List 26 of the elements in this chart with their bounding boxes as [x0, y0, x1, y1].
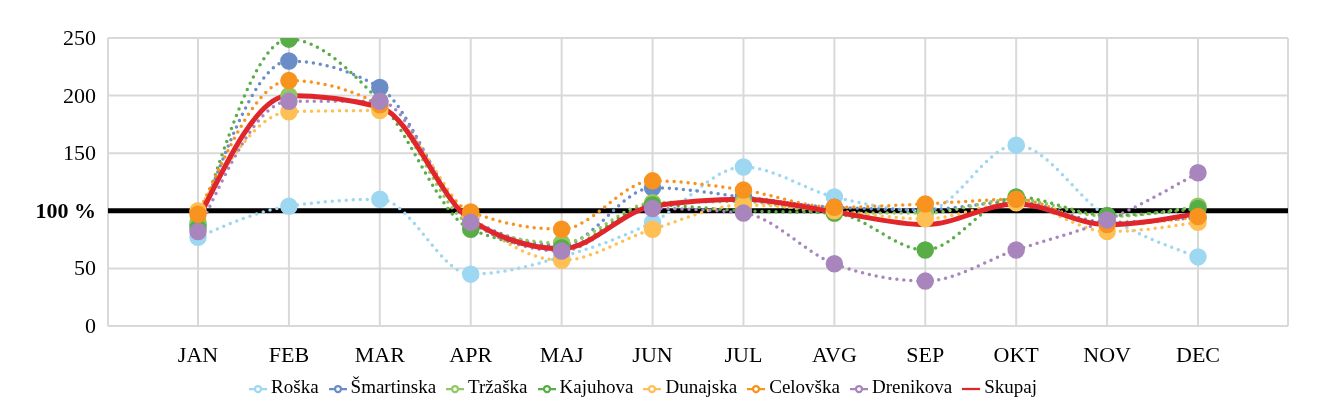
- legend-label: Roška: [271, 376, 319, 397]
- legend-label: Šmartinska: [350, 376, 437, 397]
- y-tick-label: 100 %: [35, 197, 96, 223]
- x-tick-label: FEB: [268, 341, 310, 367]
- legend-label: Kajuhova: [559, 376, 634, 397]
- x-tick-label: SEP: [906, 341, 945, 367]
- y-tick-label: 150: [63, 140, 96, 166]
- x-tick-label: DEC: [1176, 341, 1220, 367]
- x-tick-label: AVG: [811, 341, 857, 367]
- legend-label: Celovška: [769, 376, 840, 397]
- y-tick-label: 200: [63, 82, 96, 108]
- legend-label: Dunajska: [665, 376, 738, 397]
- x-tick-label: JAN: [177, 341, 219, 367]
- x-tick-label: OKT: [993, 341, 1040, 367]
- x-tick-label: NOV: [1083, 341, 1132, 367]
- x-tick-label: MAR: [354, 341, 406, 367]
- legend-label: Tržaška: [468, 376, 528, 397]
- x-tick-label: JUN: [632, 341, 673, 367]
- legend-label: Skupaj: [984, 376, 1037, 397]
- y-tick-label: 50: [74, 255, 96, 281]
- legend-label: Drenikova: [871, 376, 953, 397]
- x-tick-label: MAJ: [539, 341, 585, 367]
- y-tick-label: 250: [63, 25, 96, 50]
- x-tick-label: APR: [449, 341, 493, 367]
- y-tick-label: 0: [85, 313, 96, 338]
- x-tick-label: JUL: [724, 341, 763, 367]
